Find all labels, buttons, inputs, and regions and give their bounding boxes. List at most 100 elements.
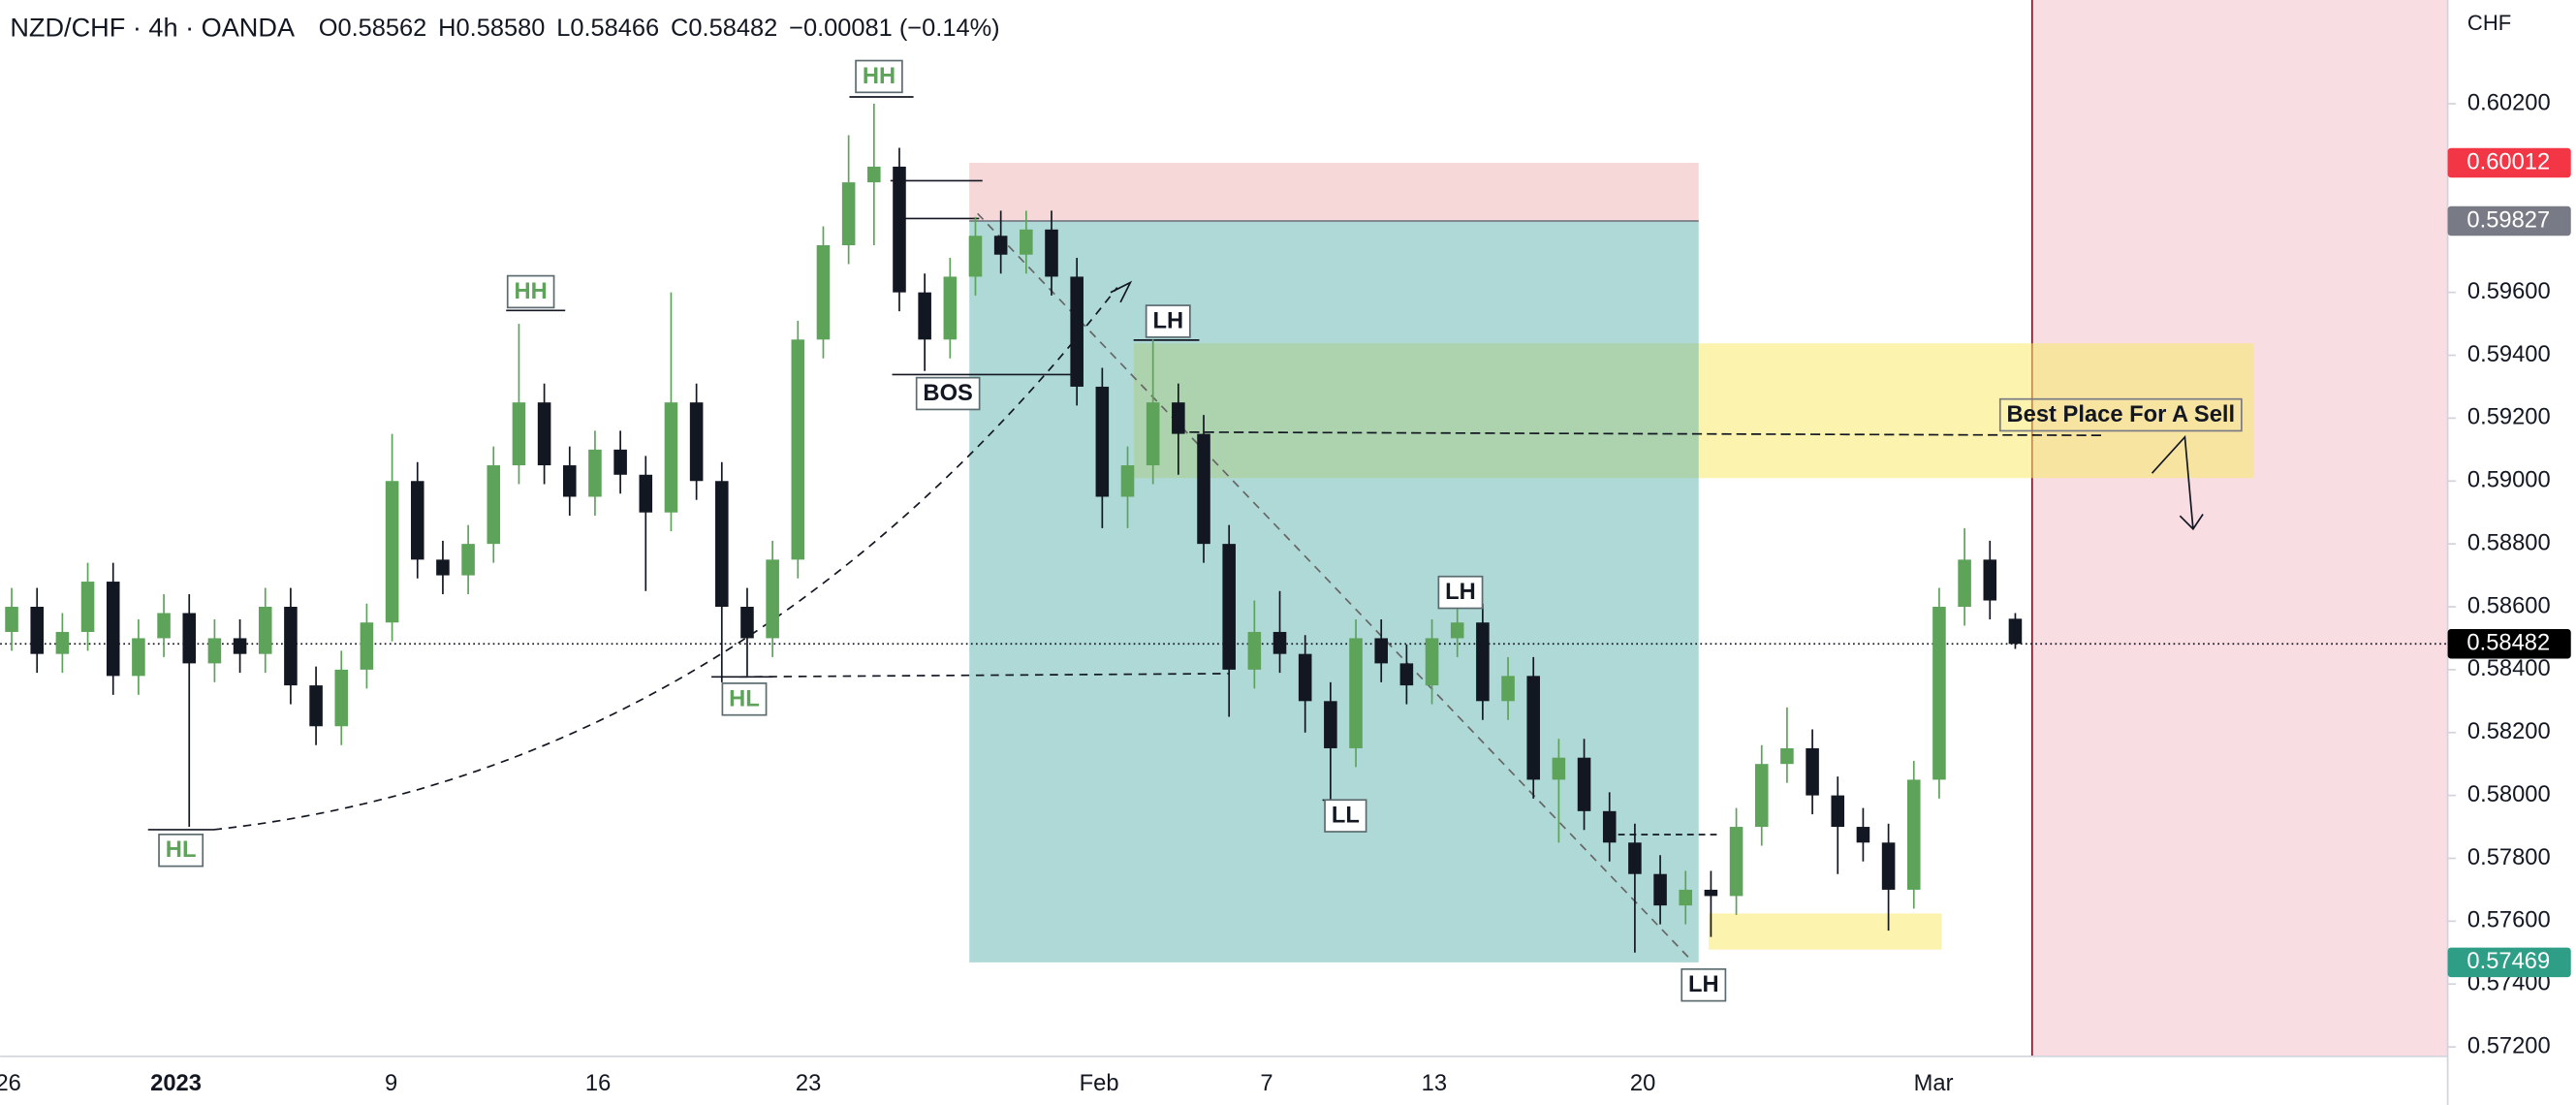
- candle-body: [1146, 402, 1160, 466]
- candle-body: [334, 669, 349, 727]
- candle-body: [1577, 757, 1591, 811]
- candle-body: [1120, 465, 1135, 497]
- candle-body: [309, 685, 323, 727]
- sell-arrow: [2151, 434, 2204, 531]
- candle-body: [740, 607, 754, 639]
- candle-body: [258, 607, 272, 654]
- y-tick-label: 0.58400: [2467, 656, 2551, 681]
- y-tick-label: 0.57800: [2467, 845, 2551, 870]
- candle-body: [2008, 618, 2023, 645]
- candle-body: [1628, 842, 1642, 874]
- trend-line: [977, 212, 1693, 963]
- candle-body: [893, 166, 906, 293]
- y-tick-label: 0.58600: [2467, 593, 2551, 618]
- annotation-label: HL: [729, 686, 760, 711]
- x-tick-label: 13: [1422, 1071, 1447, 1096]
- symbol-title: NZD/CHF · 4h · OANDA: [10, 13, 296, 43]
- candle-body: [689, 402, 704, 482]
- price-badge-label: 0.58482: [2466, 631, 2550, 656]
- x-tick-label: Feb: [1080, 1071, 1119, 1096]
- projection-curve: [213, 287, 1118, 831]
- level-line: [738, 673, 1229, 679]
- candle-body: [461, 544, 475, 576]
- candle-body: [1552, 757, 1566, 780]
- candle-body: [233, 638, 247, 654]
- candle-body: [360, 622, 374, 670]
- level-line: [1175, 430, 2103, 437]
- axis-layer: 0.572000.574000.576000.578000.580000.582…: [0, 90, 2571, 1096]
- candle-body: [1526, 676, 1540, 780]
- annotation-box: [1437, 575, 1484, 610]
- candle-body: [867, 166, 881, 183]
- candle-body: [1983, 559, 1997, 601]
- price-badge: [2447, 947, 2571, 978]
- candle-body: [1172, 402, 1185, 434]
- currency-label: CHF: [2467, 11, 2511, 35]
- candle-body: [1729, 827, 1744, 897]
- ohlc-value: H0.58580: [438, 15, 545, 42]
- candle-body: [993, 236, 1008, 255]
- candle-body: [816, 244, 831, 340]
- candle-body: [1272, 631, 1287, 654]
- candle-body: [1653, 873, 1667, 906]
- ohlc-value: −0.00081 (−0.14%): [789, 15, 1000, 42]
- y-tick-label: 0.57600: [2467, 908, 2551, 933]
- candle-body: [106, 582, 120, 677]
- candle-body: [1020, 229, 1033, 255]
- candle-body: [639, 474, 653, 513]
- candle-body: [1679, 889, 1693, 906]
- candle-body: [918, 292, 931, 340]
- annotation-label: LH: [1152, 308, 1183, 333]
- candle-body: [30, 607, 44, 654]
- y-tick-label: 0.58800: [2467, 530, 2551, 555]
- candle-body: [1425, 638, 1439, 686]
- candle-body: [841, 182, 856, 245]
- y-tick-label: 0.58000: [2467, 782, 2551, 807]
- candle-body: [1070, 276, 1084, 387]
- candle-body: [588, 449, 602, 497]
- candle-body: [1780, 747, 1794, 765]
- position-layer: [969, 163, 1699, 963]
- candle-body: [1247, 631, 1262, 670]
- annotation-label: LL: [1332, 804, 1360, 829]
- candle-body: [1450, 622, 1464, 639]
- demand-zone: [1708, 913, 1942, 950]
- candle-body: [1045, 229, 1058, 277]
- price-badge: [2447, 147, 2571, 178]
- candle-body: [385, 481, 399, 623]
- arrow-head: [1110, 280, 1133, 303]
- y-tick-label: 0.57200: [2467, 1033, 2551, 1058]
- candle-body: [1958, 559, 1971, 608]
- candle-body: [1298, 653, 1312, 702]
- annotation-label: HH: [515, 279, 548, 304]
- candle-body: [1349, 638, 1363, 748]
- x-tick-label: 16: [585, 1071, 611, 1096]
- candle-body: [436, 559, 450, 576]
- stop-zone: [969, 163, 1699, 222]
- candle-body: [284, 607, 298, 686]
- ohlc-value: L0.58466: [556, 15, 659, 42]
- candle-body: [943, 276, 958, 340]
- price-badge-label: 0.60012: [2466, 149, 2550, 174]
- candle-body: [1324, 701, 1337, 748]
- candle-body: [487, 465, 501, 545]
- candle-body: [1222, 544, 1236, 670]
- candles: [5, 104, 2023, 953]
- candle-body: [1704, 889, 1718, 897]
- annotation-box: [158, 833, 204, 868]
- price-badge: [2447, 205, 2571, 237]
- annotation-label: BOS: [923, 381, 972, 406]
- annotation-layer: HH HH HL HL LH BOS LH LL LH Best Place For A Sell: [158, 59, 2243, 1002]
- x-tick-label: 7: [1260, 1071, 1272, 1096]
- candle-body: [1856, 827, 1870, 843]
- candle-body: [537, 402, 551, 466]
- candle-body: [664, 402, 678, 513]
- price-badge-label: 0.57469: [2466, 949, 2550, 974]
- candle-body: [80, 582, 95, 632]
- x-tick-label: Mar: [1914, 1071, 1954, 1096]
- candle-body: [1399, 663, 1414, 686]
- ohlc-legend: O0.58562 H0.58580 L0.58466 C0.58482 −0.00081…: [319, 15, 1000, 42]
- candle-body: [562, 465, 577, 497]
